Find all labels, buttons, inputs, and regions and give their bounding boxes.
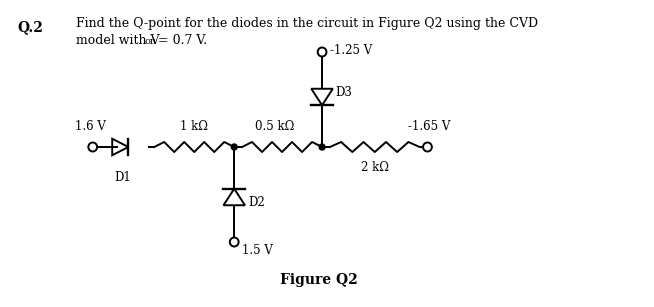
Text: D3: D3 <box>336 86 353 99</box>
Text: -1.65 V: -1.65 V <box>408 120 451 133</box>
Text: = 0.7 V.: = 0.7 V. <box>158 34 207 47</box>
Text: 1.6 V: 1.6 V <box>75 120 106 133</box>
Text: 2 kΩ: 2 kΩ <box>361 161 388 174</box>
Text: D1: D1 <box>114 171 131 184</box>
Text: 1.5 V: 1.5 V <box>242 244 273 257</box>
Text: on: on <box>145 37 156 46</box>
Text: Q.2: Q.2 <box>18 20 43 34</box>
Text: 1 kΩ: 1 kΩ <box>181 120 208 133</box>
Text: D2: D2 <box>248 196 265 208</box>
Text: Find the Q-point for the diodes in the circuit in Figure Q2 using the CVD: Find the Q-point for the diodes in the c… <box>76 17 538 30</box>
Text: Figure Q2: Figure Q2 <box>281 273 358 287</box>
Text: 0.5 kΩ: 0.5 kΩ <box>254 120 294 133</box>
Circle shape <box>232 144 237 150</box>
Circle shape <box>319 144 325 150</box>
Text: -1.25 V: -1.25 V <box>330 44 372 56</box>
Text: model with V: model with V <box>76 34 160 47</box>
